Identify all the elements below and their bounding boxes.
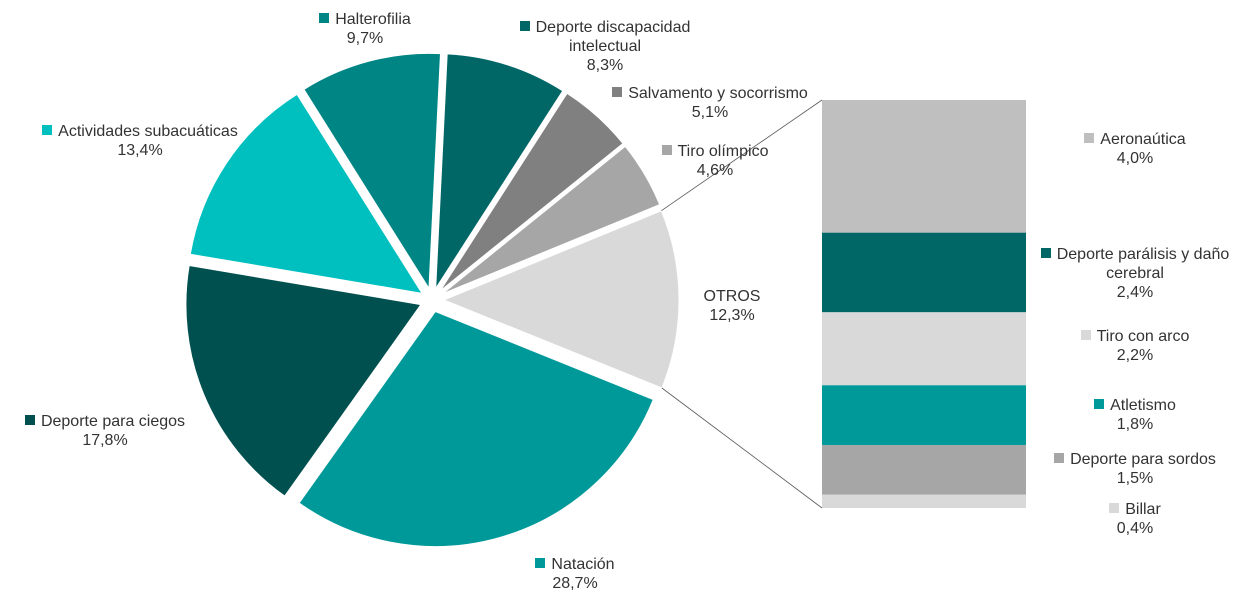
data-label: Natación 28,7%: [475, 555, 675, 592]
value-label: 12,3%: [709, 307, 755, 324]
legend-swatch: [519, 21, 530, 31]
data-label: Deporte discapacidad intelectual 8,3%: [500, 18, 710, 75]
value-label: 9,7%: [346, 30, 384, 47]
legend-swatch: [1094, 399, 1105, 409]
data-label: Deporte parálisis y daño cerebral 2,4%: [1030, 245, 1240, 302]
bar-segment: [822, 100, 1026, 233]
category-label: Aeronaútica: [1100, 131, 1186, 148]
bar-segment: [822, 232, 1026, 313]
bar-segment: [822, 312, 1026, 386]
category-label: OTROS: [703, 288, 761, 305]
data-label: Deporte para ciegos 17,8%: [0, 412, 225, 450]
legend-swatch: [1084, 133, 1095, 143]
bar-segment: [822, 444, 1026, 495]
category-label: Deporte para ciegos: [40, 413, 186, 430]
connector-line: [661, 387, 823, 509]
value-label: 28,7%: [552, 575, 598, 592]
pie-slice: [442, 210, 680, 389]
data-label: Salvamento y socorrismo 5,1%: [590, 84, 830, 122]
category-label: Actividades subacuáticas: [58, 123, 238, 140]
data-label: Tiro olímpico 4,6%: [635, 142, 795, 180]
value-label: 2,4%: [1116, 284, 1154, 301]
connector-line: [661, 99, 823, 212]
category-label: Deporte discapacidad intelectual: [535, 19, 691, 55]
category-label: Halterofilia: [335, 11, 411, 28]
bar-segment: [822, 494, 1026, 508]
category-label: Salvamento y socorrismo: [628, 85, 808, 102]
pie-slice: [439, 92, 624, 292]
value-label: 4,0%: [1116, 150, 1154, 167]
value-label: 0,4%: [1116, 520, 1154, 537]
value-label: 1,8%: [1116, 416, 1154, 433]
value-label: 13,4%: [117, 142, 163, 159]
legend-swatch: [1040, 248, 1051, 258]
category-label: Atletismo: [1110, 397, 1176, 414]
pie-slice: [303, 52, 442, 291]
data-label: Billar 0,4%: [1075, 500, 1195, 538]
legend-swatch: [1109, 503, 1120, 513]
value-label: 4,6%: [696, 162, 734, 179]
bar-segment: [822, 385, 1026, 445]
data-label: Aeronaútica 4,0%: [1045, 130, 1225, 168]
pie-slice: [298, 310, 654, 547]
legend-swatch: [612, 87, 623, 97]
value-label: 2,2%: [1116, 347, 1154, 364]
pie-slice: [189, 93, 424, 295]
legend-swatch: [661, 145, 672, 155]
value-label: 5,1%: [691, 104, 729, 121]
pie-slice: [442, 145, 661, 295]
pie-slice: [185, 264, 422, 497]
legend-swatch: [24, 415, 35, 425]
value-label: 17,8%: [82, 432, 128, 449]
data-label: Deporte para sordos 1,5%: [1035, 450, 1235, 488]
category-label: Tiro con arco: [1096, 328, 1190, 345]
legend-swatch: [319, 13, 330, 23]
data-label: OTROS 12,3%: [682, 287, 782, 325]
category-label: Deporte para sordos: [1070, 451, 1216, 468]
category-label: Deporte parálisis y daño cerebral: [1056, 246, 1230, 282]
value-label: 1,5%: [1116, 470, 1154, 487]
legend-swatch: [535, 558, 546, 568]
category-label: Natación: [551, 556, 615, 573]
pie-slice: [435, 53, 564, 291]
category-label: Billar: [1125, 501, 1161, 518]
data-label: Halterofilia 9,7%: [285, 10, 445, 48]
category-label: Tiro olímpico: [677, 143, 769, 160]
legend-swatch: [1080, 330, 1091, 340]
data-label: Actividades subacuáticas 13,4%: [10, 122, 270, 160]
data-label: Atletismo 1,8%: [1045, 396, 1225, 434]
data-label: Tiro con arco 2,2%: [1045, 327, 1225, 365]
value-label: 8,3%: [586, 57, 624, 74]
legend-swatch: [42, 125, 53, 135]
legend-swatch: [1054, 453, 1065, 463]
